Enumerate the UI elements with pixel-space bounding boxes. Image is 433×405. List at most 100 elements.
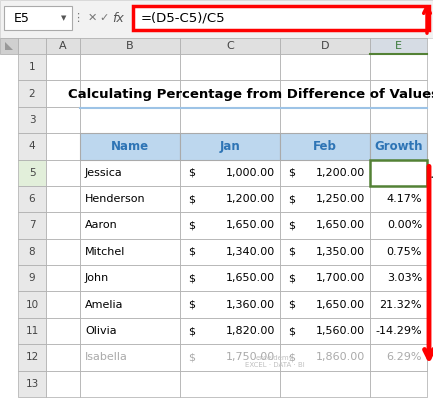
Text: 4: 4	[29, 141, 36, 151]
Bar	[46, 38, 80, 54]
Text: 1,340.00: 1,340.00	[226, 247, 275, 257]
Bar	[180, 54, 280, 80]
Bar	[370, 160, 427, 186]
Bar	[370, 344, 427, 371]
Bar	[80, 265, 180, 292]
Text: E: E	[395, 41, 402, 51]
Polygon shape	[5, 42, 13, 50]
Text: 10: 10	[26, 300, 39, 310]
Bar	[18, 239, 46, 265]
Bar	[80, 212, 180, 239]
Text: 1,650.00: 1,650.00	[316, 300, 365, 310]
Bar	[280, 133, 370, 160]
Bar	[180, 344, 280, 371]
Bar	[46, 212, 80, 239]
Text: -14.29%: -14.29%	[375, 326, 422, 336]
Text: 1,700.00: 1,700.00	[316, 273, 365, 283]
Bar	[80, 265, 180, 292]
Bar	[280, 239, 370, 265]
Text: 8: 8	[29, 247, 36, 257]
Text: ⋮: ⋮	[72, 13, 84, 23]
Bar	[280, 133, 370, 160]
Text: Growth: Growth	[374, 140, 423, 153]
Bar	[46, 265, 80, 292]
Text: 1,200.00: 1,200.00	[226, 194, 275, 204]
Bar	[370, 212, 427, 239]
Bar	[4, 6, 72, 30]
Text: 11: 11	[26, 326, 39, 336]
Text: 6.29%: 6.29%	[387, 352, 422, 362]
Bar	[46, 133, 80, 160]
Text: Mitchel: Mitchel	[85, 247, 126, 257]
Bar	[18, 160, 46, 186]
Text: 20.00%: 20.00%	[380, 168, 422, 178]
Bar	[18, 265, 46, 292]
Bar	[46, 80, 80, 107]
Text: 7: 7	[29, 220, 36, 230]
Bar	[80, 160, 180, 186]
Bar	[133, 6, 429, 30]
Text: B: B	[126, 41, 134, 51]
Text: $: $	[188, 300, 195, 310]
Text: $: $	[188, 247, 195, 257]
Bar	[180, 80, 280, 107]
Bar	[180, 186, 280, 212]
Bar	[18, 371, 46, 397]
Text: $: $	[288, 194, 295, 204]
Text: $: $	[288, 352, 295, 362]
Bar	[180, 371, 280, 397]
Text: 3: 3	[29, 115, 36, 125]
Bar	[370, 292, 427, 318]
Bar	[280, 38, 370, 54]
Bar	[80, 133, 180, 160]
Text: Olivia: Olivia	[85, 326, 116, 336]
Bar	[370, 186, 427, 212]
Text: +: +	[430, 171, 433, 184]
Text: 1,360.00: 1,360.00	[226, 300, 275, 310]
Text: 3.03%: 3.03%	[387, 273, 422, 283]
Bar	[280, 344, 370, 371]
Bar	[280, 107, 370, 133]
Text: 13: 13	[26, 379, 39, 389]
Bar	[80, 186, 180, 212]
Bar	[80, 292, 180, 318]
Bar	[370, 133, 427, 160]
Bar	[180, 318, 280, 344]
Bar	[46, 239, 80, 265]
Bar	[80, 107, 180, 133]
Text: 6: 6	[29, 194, 36, 204]
Text: D: D	[321, 41, 329, 51]
Bar	[280, 186, 370, 212]
Text: 9: 9	[29, 273, 36, 283]
Text: 1,860.00: 1,860.00	[316, 352, 365, 362]
Bar	[46, 54, 80, 80]
Bar	[370, 80, 427, 107]
Bar	[180, 38, 280, 54]
Bar	[180, 133, 280, 160]
Text: 1,650.00: 1,650.00	[226, 273, 275, 283]
Bar	[280, 186, 370, 212]
Bar	[280, 318, 370, 344]
Bar	[80, 186, 180, 212]
Bar	[180, 292, 280, 318]
Text: 4.17%: 4.17%	[387, 194, 422, 204]
Text: 2: 2	[29, 89, 36, 98]
Bar	[18, 38, 46, 54]
Bar	[370, 344, 427, 371]
Text: 1,820.00: 1,820.00	[226, 326, 275, 336]
Bar	[46, 371, 80, 397]
Bar	[180, 212, 280, 239]
Bar	[46, 107, 80, 133]
Text: 1,650.00: 1,650.00	[316, 220, 365, 230]
Bar	[370, 318, 427, 344]
Bar	[18, 133, 46, 160]
Bar	[46, 292, 80, 318]
Bar	[180, 265, 280, 292]
Bar	[280, 212, 370, 239]
Bar	[280, 160, 370, 186]
Bar	[46, 186, 80, 212]
Bar	[370, 133, 427, 160]
Text: ✕: ✕	[87, 13, 97, 23]
Bar	[180, 107, 280, 133]
Text: Aaron: Aaron	[85, 220, 118, 230]
